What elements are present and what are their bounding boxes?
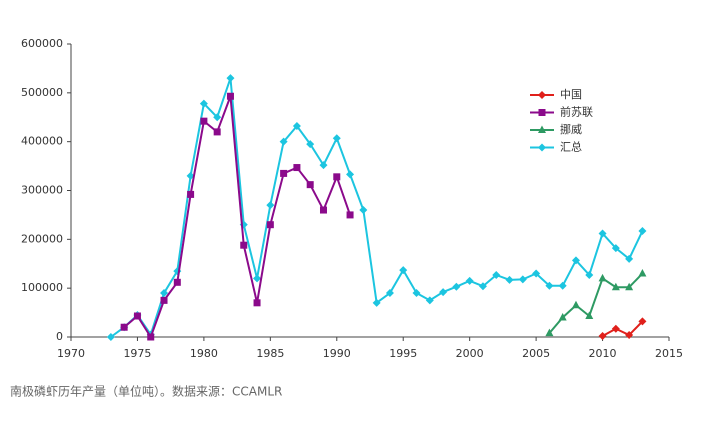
marker <box>133 312 141 320</box>
marker <box>545 328 554 337</box>
marker <box>638 317 647 326</box>
x-tick-label: 2000 <box>456 347 484 360</box>
marker <box>306 181 314 189</box>
marker <box>598 229 607 238</box>
y-tick-label: 200000 <box>21 232 63 245</box>
marker <box>465 276 474 285</box>
series-line <box>602 320 644 337</box>
marker <box>399 266 408 275</box>
marker <box>518 275 527 284</box>
marker <box>425 296 434 305</box>
marker <box>147 333 155 341</box>
marker <box>372 298 381 307</box>
marker <box>558 281 567 290</box>
marker <box>173 278 181 286</box>
marker <box>279 137 288 146</box>
y-tick-label: 0 <box>56 330 63 343</box>
x-tick-label: 1990 <box>323 347 351 360</box>
marker <box>226 92 234 100</box>
marker <box>120 323 128 331</box>
marker <box>319 206 327 214</box>
marker <box>538 109 546 116</box>
x-tick-label: 1985 <box>256 347 284 360</box>
marker <box>240 241 248 249</box>
marker <box>280 169 288 177</box>
marker <box>611 282 620 291</box>
legend-label: 前苏联 <box>560 105 593 119</box>
x-tick-label: 1975 <box>123 347 151 360</box>
y-tick-label: 600000 <box>21 37 63 50</box>
marker <box>333 173 341 181</box>
marker <box>545 281 554 290</box>
x-tick-label: 1995 <box>389 347 417 360</box>
marker <box>638 269 647 277</box>
marker <box>213 113 222 122</box>
marker <box>439 288 448 297</box>
marker <box>346 170 355 179</box>
marker <box>319 161 328 170</box>
marker <box>412 289 421 298</box>
y-tick-label: 500000 <box>21 86 63 99</box>
marker <box>160 289 169 298</box>
marker <box>538 91 546 99</box>
marker <box>585 270 594 279</box>
marker <box>538 125 546 133</box>
marker <box>532 269 541 278</box>
marker <box>492 270 501 279</box>
legend-label: 中国 <box>560 88 582 101</box>
marker <box>638 227 647 236</box>
marker <box>306 140 315 149</box>
marker <box>266 201 275 210</box>
caption: 南极磷虾历年产量（单位吨）。数据来源：CCAMLR <box>10 384 282 399</box>
marker <box>359 206 368 215</box>
marker <box>611 244 620 253</box>
marker <box>452 282 461 291</box>
marker <box>505 275 514 284</box>
marker <box>293 164 301 172</box>
series-line <box>123 95 352 340</box>
marker <box>558 312 567 321</box>
legend-label: 汇总 <box>560 140 582 154</box>
marker <box>266 221 274 229</box>
marker <box>106 333 115 341</box>
marker <box>571 256 580 265</box>
marker <box>625 331 634 340</box>
marker <box>332 134 341 143</box>
x-tick-label: 2005 <box>522 347 550 360</box>
marker <box>226 74 235 83</box>
legend-label: 挪威 <box>560 122 582 136</box>
marker <box>611 324 620 333</box>
marker <box>346 211 354 219</box>
marker <box>385 289 394 298</box>
marker <box>598 332 607 341</box>
marker <box>253 274 262 283</box>
y-tick-label: 100000 <box>21 281 63 294</box>
marker <box>199 99 208 108</box>
marker <box>253 299 261 307</box>
x-tick-label: 1970 <box>57 347 85 360</box>
marker <box>478 282 487 291</box>
y-tick-label: 400000 <box>21 135 63 148</box>
marker <box>292 122 301 131</box>
x-tick-label: 2010 <box>589 347 617 360</box>
x-tick-label: 1980 <box>190 347 218 360</box>
marker <box>200 117 208 125</box>
y-tick-label: 300000 <box>21 184 63 197</box>
marker <box>625 282 634 291</box>
marker <box>585 311 594 320</box>
marker <box>160 296 168 304</box>
marker <box>625 254 634 263</box>
marker <box>571 300 580 309</box>
marker <box>213 128 221 136</box>
marker <box>538 143 546 152</box>
x-tick-label: 2015 <box>655 347 683 360</box>
marker <box>187 190 195 198</box>
marker <box>598 273 607 282</box>
